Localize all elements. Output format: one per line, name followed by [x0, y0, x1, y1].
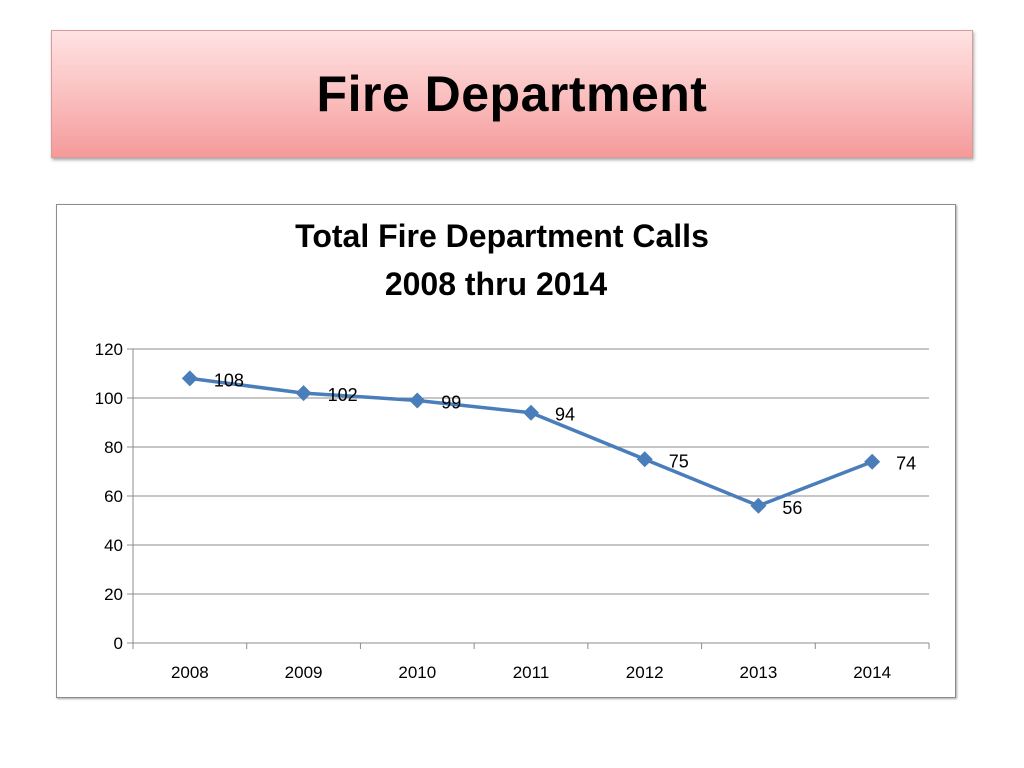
- data-point-marker: [181, 370, 198, 387]
- y-tick-label: 20: [104, 585, 123, 604]
- data-point-marker: [409, 392, 426, 409]
- y-tick-label: 40: [104, 536, 123, 555]
- chart-title-line-2: 2008 thru 2014: [385, 266, 608, 302]
- y-tick-label: 100: [95, 389, 123, 408]
- x-tick-label: 2013: [740, 663, 778, 682]
- chart-frame: Total Fire Department Calls 2008 thru 20…: [56, 204, 956, 698]
- y-tick-label: 120: [95, 340, 123, 359]
- title-banner: Fire Department: [51, 30, 973, 158]
- data-label: 75: [669, 451, 689, 471]
- line-chart: Total Fire Department Calls 2008 thru 20…: [95, 218, 930, 682]
- data-labels: 108 102 99 94 75 56 74: [214, 370, 916, 517]
- data-label: 108: [214, 370, 244, 390]
- slide-title: Fire Department: [316, 66, 708, 122]
- x-tick-label: 2008: [171, 663, 209, 682]
- data-point-marker: [636, 451, 653, 468]
- x-tick-label: 2011: [513, 663, 550, 682]
- data-label: 99: [441, 392, 461, 412]
- gridlines: [133, 348, 929, 595]
- x-tick-label: 2010: [398, 663, 436, 682]
- data-label: 74: [896, 454, 916, 474]
- data-point-marker: [864, 453, 881, 470]
- data-label: 56: [782, 498, 802, 518]
- data-label: 102: [328, 385, 358, 405]
- axes: [127, 348, 930, 649]
- x-tick-labels: 2008 2009 2010 2011 2012 2013 2014: [171, 663, 891, 682]
- x-tick-label: 2014: [853, 663, 891, 682]
- data-point-marker: [750, 497, 767, 514]
- data-label: 94: [555, 405, 575, 425]
- y-tick-label: 80: [104, 438, 123, 457]
- y-tick-labels: 0 20 40 60 80 100 120: [95, 340, 123, 653]
- x-tick-label: 2009: [285, 663, 323, 682]
- data-point-marker: [523, 404, 539, 421]
- y-tick-label: 0: [114, 634, 123, 653]
- data-point-marker: [295, 385, 312, 402]
- series-layer: [181, 370, 881, 514]
- chart-title-line-1: Total Fire Department Calls: [295, 218, 709, 254]
- y-tick-label: 60: [104, 487, 123, 506]
- x-tick-label: 2012: [626, 663, 664, 682]
